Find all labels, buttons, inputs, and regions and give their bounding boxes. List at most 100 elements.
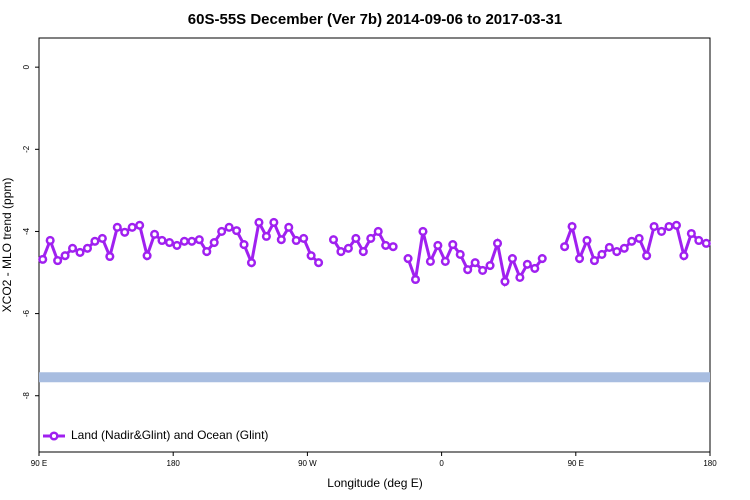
data-point [597,249,607,259]
data-point [381,240,391,250]
data-point [418,226,428,236]
data-point [68,243,78,253]
data-point [522,259,532,269]
data-point [425,256,435,266]
data-point [157,235,167,246]
x-tick-label: 90 E [568,459,584,468]
chart-title: 60S-55S December (Ver 7b) 2014-09-06 to … [188,11,562,28]
data-point [507,254,517,264]
x-axis-label: Longitude (deg E) [327,476,422,490]
data-point [634,233,644,243]
data-point [75,247,85,257]
data-point [239,240,249,250]
data-point [679,251,689,261]
data-point [97,233,107,243]
data-point [202,247,212,257]
data-point [388,242,398,252]
data-point [172,240,182,250]
data-point [515,272,525,282]
y-tick-label: -2 [22,145,31,153]
data-point [530,263,540,273]
y-tick-label: -4 [22,227,31,235]
data-point [619,243,629,253]
data-point [358,247,368,257]
data-point [560,242,570,252]
data-point [232,226,242,236]
data-point [410,274,421,285]
data-point [45,235,55,246]
data-point [164,237,175,248]
data-point [627,236,637,246]
legend-label: Land (Nadir&Glint) and Ocean (Glint) [71,428,268,442]
data-point [373,226,383,236]
data-point [403,254,413,264]
data-point [351,233,361,243]
data-point [53,256,63,266]
x-tick-label: 180 [703,459,717,468]
data-point [179,236,189,246]
data-point [343,243,353,253]
data-point [664,221,674,232]
data-point [217,226,227,236]
x-tick-label: 0 [439,459,444,468]
data-point [440,256,450,266]
data-point [135,220,145,230]
data-point [694,235,704,246]
data-point [582,235,592,246]
data-point [82,243,93,253]
data-point [656,226,667,236]
data-point [500,277,510,287]
data-point [224,222,234,232]
data-point [485,260,495,271]
data-point [299,233,309,243]
data-point [455,249,465,259]
data-point [314,258,324,268]
y-axis-label: XCO2 - MLO trend (ppm) [0,178,14,313]
data-point [150,229,160,239]
data-point [254,217,264,227]
data-point [194,235,204,245]
data-point [246,258,257,268]
data-point [90,236,100,246]
data-point [269,217,279,227]
data-point [604,242,614,253]
data-point [448,240,458,250]
y-tick-label: -6 [22,309,31,317]
data-point [209,237,219,248]
data-point [537,254,547,264]
data-point [366,233,376,243]
x-tick-label: 90 W [298,459,317,468]
data-point [187,236,197,246]
x-tick-label: 180 [167,459,181,468]
x-tick-label: 90 E [31,459,47,468]
data-point [284,222,294,232]
data-point [142,251,152,261]
data-point [120,227,130,237]
data-point [612,247,622,257]
data-point [671,220,682,230]
data-point [261,231,271,241]
data-point [649,221,659,232]
data-point [336,247,346,257]
data-point [567,221,577,232]
data-point [589,256,599,266]
legend-marker [49,431,59,441]
data-point [463,265,473,275]
data-point [492,238,503,248]
data-point [306,251,316,261]
y-tick-label: 0 [22,64,31,69]
data-point [38,254,48,264]
data-point [478,265,488,276]
data-point [470,258,480,268]
data-point [105,251,115,262]
data-point [127,222,137,232]
data-point [642,251,652,261]
data-point [60,251,70,261]
data-point [291,235,301,246]
data-point [276,235,286,245]
data-point [433,240,443,250]
data-point [328,235,339,245]
data-point [686,228,696,239]
data-point [701,238,711,248]
